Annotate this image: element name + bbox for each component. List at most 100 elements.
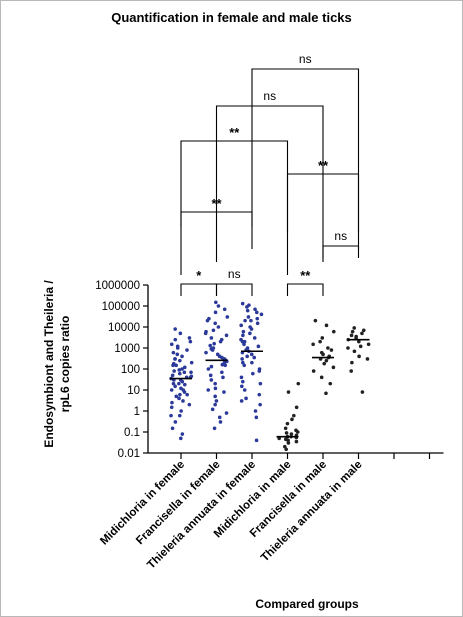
data-point <box>289 432 294 436</box>
data-point <box>209 336 214 340</box>
data-point <box>241 360 245 365</box>
data-point <box>189 370 193 375</box>
data-point <box>171 363 175 368</box>
data-point <box>213 394 217 399</box>
data-point <box>179 409 183 413</box>
data-point <box>311 369 316 373</box>
data-point <box>185 392 189 397</box>
significance-label: ** <box>229 125 240 140</box>
data-point <box>249 318 253 323</box>
data-point <box>206 388 211 392</box>
data-point <box>292 413 296 418</box>
data-point <box>246 315 251 319</box>
data-point <box>178 358 182 363</box>
data-point <box>349 333 354 338</box>
data-point <box>326 346 330 350</box>
data-point <box>296 381 301 386</box>
y-axis-title-line1: Endosymbiont and Theileria / <box>42 280 56 448</box>
data-point <box>177 371 182 376</box>
data-point <box>211 328 216 333</box>
significance-bracket <box>180 140 289 275</box>
data-point <box>248 325 252 329</box>
data-point <box>181 399 185 403</box>
data-point <box>258 402 262 407</box>
data-point <box>284 431 289 435</box>
data-point <box>212 341 216 346</box>
data-point <box>360 390 365 394</box>
data-point <box>170 400 174 405</box>
data-point <box>172 369 176 373</box>
data-point <box>178 436 183 441</box>
data-point <box>223 363 228 368</box>
significance-label: ns <box>299 52 312 66</box>
data-point <box>360 331 364 336</box>
data-point <box>290 417 294 422</box>
data-point <box>204 350 208 355</box>
data-point <box>169 405 174 410</box>
data-point <box>253 307 257 312</box>
y-tick-label: 1000 <box>114 343 140 355</box>
data-point <box>354 334 358 339</box>
y-tick-label: 100 <box>121 364 140 376</box>
data-point <box>182 382 187 387</box>
data-point <box>212 426 217 431</box>
data-point <box>252 336 257 340</box>
significance-bracket <box>180 283 218 296</box>
data-point <box>241 333 245 338</box>
data-point <box>357 354 361 359</box>
data-point <box>258 381 263 386</box>
data-point <box>177 396 181 401</box>
significance-label: ns <box>228 267 241 281</box>
data-point <box>331 329 336 334</box>
data-point <box>213 386 218 391</box>
chart-title: Quantification in female and male ticks <box>111 10 352 25</box>
significance-bracket <box>286 283 324 296</box>
data-point <box>240 379 245 384</box>
data-point <box>358 344 363 349</box>
data-point <box>225 315 230 319</box>
data-point <box>239 399 244 403</box>
y-tick-label: 10000 <box>108 322 140 334</box>
data-point <box>187 336 192 340</box>
data-point <box>214 399 219 403</box>
y-tick-label: 0.1 <box>124 427 140 439</box>
y-tick-label: 1000000 <box>95 280 140 292</box>
data-point <box>255 316 260 321</box>
significance-label: ns <box>263 89 276 103</box>
data-point <box>222 307 227 312</box>
data-point <box>173 384 177 389</box>
data-point <box>182 370 187 375</box>
data-point <box>173 337 178 342</box>
data-point <box>256 344 261 349</box>
data-point <box>169 388 174 392</box>
y-axis-title-line2: rpL6 copies ratio <box>58 316 72 413</box>
data-point <box>218 420 223 424</box>
data-point <box>324 323 329 328</box>
data-point <box>283 426 288 431</box>
data-point <box>180 354 184 359</box>
data-point <box>251 371 255 376</box>
data-point <box>318 339 322 344</box>
data-point <box>286 390 291 394</box>
significance-bracket <box>251 68 360 249</box>
significance-bracket <box>215 283 253 296</box>
data-point <box>213 381 217 386</box>
data-point <box>329 348 334 352</box>
data-point <box>177 413 182 418</box>
data-point <box>170 426 175 431</box>
data-point <box>175 344 180 349</box>
data-point <box>286 441 291 445</box>
data-point <box>209 347 214 351</box>
data-point <box>220 370 224 375</box>
data-point <box>206 367 211 371</box>
data-point <box>204 329 208 334</box>
data-point <box>180 432 185 436</box>
data-point <box>361 328 366 333</box>
data-point <box>324 391 328 396</box>
data-point <box>239 323 243 328</box>
significance-label: ** <box>300 268 311 283</box>
significance-bracket <box>215 105 324 262</box>
data-point <box>224 333 229 338</box>
data-point <box>352 349 357 354</box>
